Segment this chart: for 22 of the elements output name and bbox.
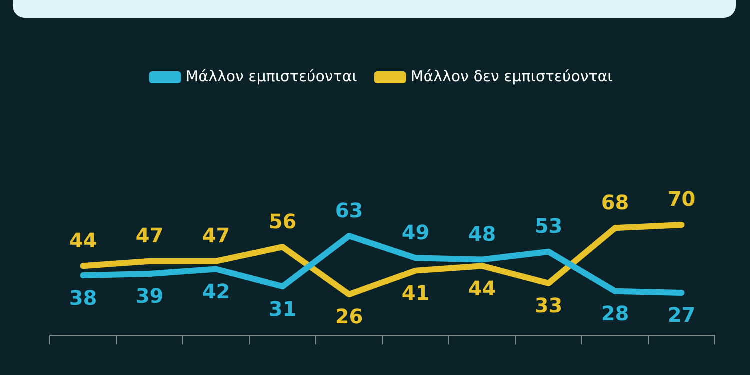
data-label: 27 [668,303,696,328]
data-label: 70 [668,187,696,212]
data-label: 33 [534,294,563,318]
data-label: 44 [69,228,98,252]
data-label: 26 [335,304,364,329]
data-label: 31 [268,296,297,321]
data-label: 49 [402,220,430,244]
data-label: 41 [402,281,430,306]
data-label: 68 [601,190,630,214]
legend-label: Μάλλον εμπιστεύονται [186,67,358,86]
data-label: 53 [534,214,563,238]
data-label: 42 [202,279,230,304]
legend-label: Μάλλον δεν εμπιστεύονται [410,67,613,86]
data-label: 38 [69,286,98,310]
data-label: 28 [601,302,630,326]
data-label: 47 [202,224,230,248]
data-label: 56 [268,209,297,234]
data-label: 39 [136,284,164,308]
data-label: 47 [136,224,164,248]
data-label: 44 [468,276,496,300]
data-label: 63 [335,198,364,222]
data-label: 48 [468,222,496,246]
